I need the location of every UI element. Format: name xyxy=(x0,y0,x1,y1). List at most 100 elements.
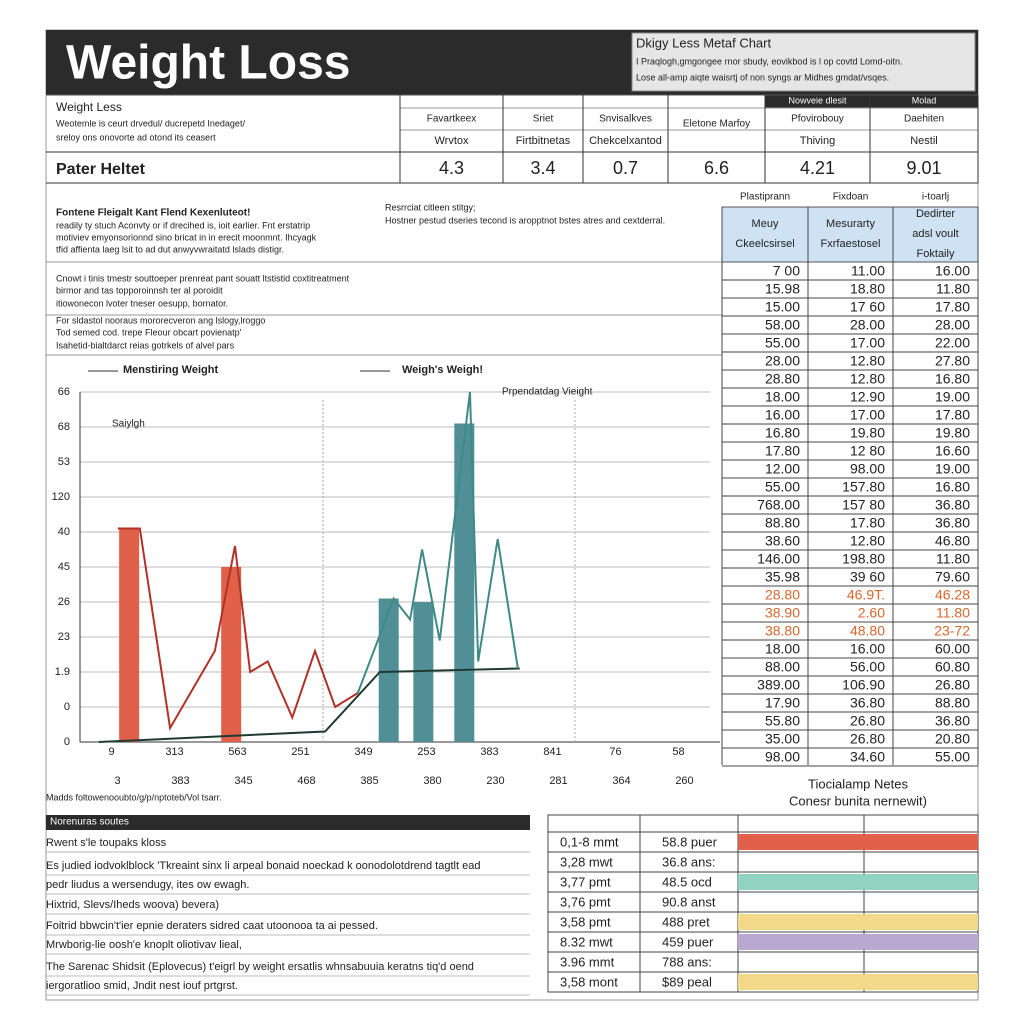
column-header: Pfovirobouy xyxy=(791,114,844,125)
table-cell: 18.80 xyxy=(850,281,885,297)
notes-heading-bg xyxy=(46,815,530,830)
summary-value: 0.7 xyxy=(613,158,638,178)
table-subheader: Ckeelcsirsel xyxy=(735,238,794,250)
table-cell: 16.60 xyxy=(935,443,970,459)
table-cell: 2.60 xyxy=(858,605,885,621)
table-cell: 98.00 xyxy=(765,749,800,765)
bar xyxy=(221,567,242,742)
table-cell: 16.80 xyxy=(935,371,970,387)
frame xyxy=(45,29,979,1001)
table-cell: 36.80 xyxy=(850,695,885,711)
line-series xyxy=(117,527,359,731)
note-line: Hixtrid, Slevs/Iheds woova) bevera) xyxy=(46,899,219,911)
legend-cell: 3,28 mwt xyxy=(560,854,613,869)
x-tick-label: 313 xyxy=(165,746,183,758)
table-cell: 16.80 xyxy=(765,425,800,441)
box-line: Lose all-amp aiqte waisrtj of non syngs … xyxy=(636,72,889,82)
table-cell: 48.80 xyxy=(850,623,885,639)
table-cell: 15.00 xyxy=(765,299,800,315)
x-tick-label: 841 xyxy=(543,746,561,758)
y-tick-label: 120 xyxy=(52,491,70,503)
summary-value: 6.6 xyxy=(704,158,729,178)
note-line: Mrwborig-lie oosh'e knoplt oliotivav lie… xyxy=(46,939,242,951)
x-tick-label: 281 xyxy=(549,775,567,787)
table-cell: 36.80 xyxy=(935,497,970,513)
table-cell: 17.00 xyxy=(850,335,885,351)
x-tick-label: 380 xyxy=(423,775,441,787)
table-cell: 16.80 xyxy=(935,479,970,495)
table-subheader: Meuy xyxy=(752,218,779,230)
table-cell: 12.80 xyxy=(850,533,885,549)
legend-cell: 48.5 ocd xyxy=(662,874,712,889)
note-line: pedr liudus a wersendugy, ites ow ewagh. xyxy=(46,879,249,891)
table-cell: 15.98 xyxy=(765,281,800,297)
table-cell: 20.80 xyxy=(935,731,970,747)
x-tick-label: 76 xyxy=(609,746,621,758)
column-header: Snvisalkves xyxy=(599,114,652,125)
table-cell: 18.00 xyxy=(765,389,800,405)
table-cell: 12.80 xyxy=(850,353,885,369)
bar xyxy=(413,602,434,742)
notes-heading: Norenuras soutes xyxy=(50,817,129,828)
column-subheader: Firtbitnetas xyxy=(516,135,571,147)
column-subheader: Thiving xyxy=(800,135,835,147)
bar xyxy=(454,423,475,742)
x-tick-label: 383 xyxy=(480,746,498,758)
annotation: Prpendatdag Vieight xyxy=(502,387,593,398)
table-cell: 46.80 xyxy=(935,533,970,549)
table-cell: 389.00 xyxy=(757,677,800,693)
text: Tod semed cod. trepe Fleour obcart povie… xyxy=(56,327,242,337)
table-cell: 88.80 xyxy=(765,515,800,531)
color-bar xyxy=(738,974,978,990)
y-tick-label: 45 xyxy=(58,561,70,573)
legend-table-frame xyxy=(547,814,979,993)
intro-heading: Fontene Fleigalt Kant Flend Kexenluteot! xyxy=(56,208,250,219)
header-box xyxy=(631,32,976,92)
table-cell: 28.00 xyxy=(765,353,800,369)
legend-cell: 8.32 mwt xyxy=(560,934,613,949)
table-cell: 28.00 xyxy=(850,317,885,333)
table-cell: 19.80 xyxy=(935,425,970,441)
x-tick-label: 383 xyxy=(171,775,189,787)
table-cell: 38.90 xyxy=(765,605,800,621)
table-cell: 12.00 xyxy=(765,461,800,477)
table-cell: 19.80 xyxy=(850,425,885,441)
legend-cell: 488 pret xyxy=(662,914,710,929)
table-cell: 56.00 xyxy=(850,659,885,675)
table-cell: 768.00 xyxy=(757,497,800,513)
table-cell: 11.80 xyxy=(936,551,970,567)
subheader-bg xyxy=(721,206,979,263)
table-cell: 18.00 xyxy=(765,641,800,657)
column-header: Molad xyxy=(912,95,937,105)
table-cell: 28.80 xyxy=(765,587,800,603)
text: Resrrciat citleen stitgy; xyxy=(385,202,476,212)
y-tick-label: 66 xyxy=(58,386,70,398)
table-cell: 17.90 xyxy=(765,695,800,711)
box-line: I Praqlogh,gmgongee rnor sbudy, eovikbod… xyxy=(636,56,903,66)
table-cell: 11.80 xyxy=(936,281,970,297)
table-cell: 157 80 xyxy=(842,497,885,513)
summary-value: 3.4 xyxy=(530,158,555,178)
box-title: Dkigy Less Metaf Chart xyxy=(636,35,771,50)
table-cell: 17.80 xyxy=(765,443,800,459)
text: Isahetid-bialtdarct reias gotrkels of al… xyxy=(56,340,235,350)
line-series xyxy=(98,667,520,743)
table-cell: 23-72 xyxy=(934,623,970,639)
x-tick-label: 349 xyxy=(354,746,372,758)
table-cell: 22.00 xyxy=(935,335,970,351)
table-cell: 11.80 xyxy=(936,605,970,621)
color-bar xyxy=(738,934,978,950)
note-line: The Sarenac Shidsit (Eplovecus) t'eigrl … xyxy=(46,961,474,973)
table-cell: 35.98 xyxy=(765,569,800,585)
y-tick-label: 23 xyxy=(58,631,70,643)
table-header: i-toarlj xyxy=(922,192,949,203)
table-cell: 198.80 xyxy=(842,551,885,567)
table-cell: 157.80 xyxy=(842,479,885,495)
column-header: Favartkeex xyxy=(427,114,476,125)
legend-title: Tiocialamp Netes xyxy=(808,776,908,791)
y-tick-label: 1.9 xyxy=(55,666,70,678)
legend-cell: 459 puer xyxy=(662,934,714,949)
legend-entry: Menstiring Weight xyxy=(123,364,218,376)
column-subheader: Wrvtox xyxy=(434,135,469,147)
